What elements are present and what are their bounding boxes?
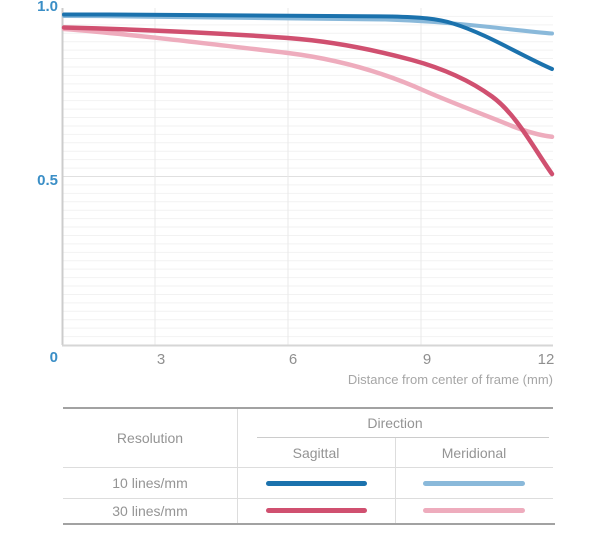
legend-cell [237, 468, 395, 498]
row-label-30-lines: 30 lines/mm [112, 502, 188, 519]
legend-cell [395, 468, 553, 498]
legend-swatch-meridional-30 [423, 508, 525, 513]
y-tick-0: 0 [49, 349, 58, 366]
curve-meridional-30 [61, 26, 555, 140]
legend-table: Resolution Direction Sagittal Meridional… [63, 407, 555, 525]
table-vertical-rule-1 [237, 409, 238, 523]
legend-swatch-sagittal-10 [265, 480, 367, 486]
sagittal-header-cell: Sagittal [292, 444, 340, 461]
table-top-border [63, 407, 553, 409]
table-header-rule [63, 467, 553, 468]
resolution-header-cell: Resolution [116, 430, 184, 446]
direction-header-cell: Direction [367, 415, 423, 431]
legend-cell [395, 498, 553, 523]
table-vertical-rule-2 [395, 438, 396, 523]
table-row-rule [63, 498, 553, 499]
curve-sagittal-30 [61, 25, 555, 177]
x-tick-6: 6 [288, 351, 298, 368]
curve-meridional-10 [62, 14, 554, 36]
meridional-header-cell: Meridional [441, 444, 507, 461]
x-tick-9: 9 [422, 351, 432, 368]
y-tick-1.0: 1.0 [37, 0, 58, 15]
x-axis-title: Distance from center of frame (mm) [347, 372, 553, 387]
x-tick-12: 12 [537, 351, 555, 368]
legend-swatch-meridional-10 [423, 480, 525, 486]
mtf-plot-area [61, 8, 555, 347]
x-tick-3: 3 [156, 351, 166, 368]
curve-sagittal-10 [62, 12, 554, 71]
legend-swatch-sagittal-30 [265, 508, 367, 513]
legend-cell [237, 498, 395, 523]
direction-underline [257, 437, 549, 438]
table-bottom-border [63, 523, 555, 525]
row-label-10-lines: 10 lines/mm [112, 475, 188, 491]
y-tick-0.5: 0.5 [37, 172, 58, 189]
